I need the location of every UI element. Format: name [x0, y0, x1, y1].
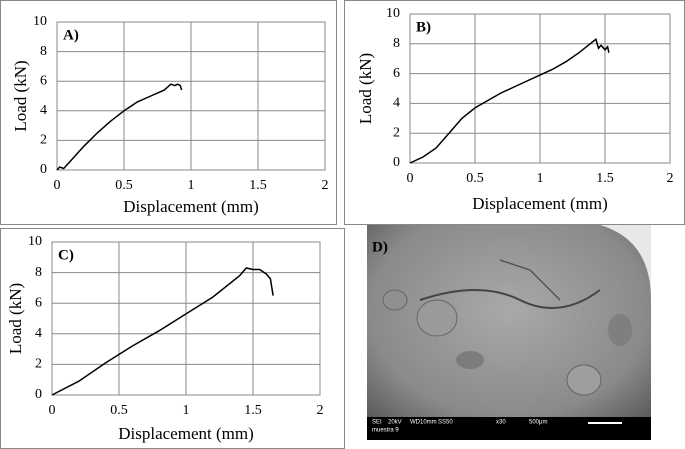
data-line [56, 83, 183, 171]
y-tick-label: 4 [393, 96, 400, 111]
x-tick-label: 1.5 [244, 403, 262, 418]
y-tick-label: 0 [393, 155, 400, 170]
sem-image [367, 225, 651, 440]
x-tick-label: 0.5 [110, 403, 128, 418]
y-axis-label: Load (kN) [11, 60, 30, 131]
x-tick-label: 0 [407, 171, 414, 186]
data-line [409, 38, 610, 164]
image-caption: SEI [372, 420, 382, 426]
image-caption: WD10mm [410, 420, 437, 426]
x-tick-label: 0 [54, 178, 61, 193]
y-tick-label: 6 [35, 295, 42, 310]
x-axis-label: Displacement (mm) [472, 194, 608, 213]
y-axis-label: Load (kN) [356, 53, 375, 124]
x-tick-label: 1.5 [249, 178, 267, 193]
y-tick-label: 0 [35, 387, 42, 402]
x-axis-label: Displacement (mm) [118, 424, 254, 443]
y-axis-label: Load (kN) [6, 283, 25, 354]
x-tick-label: 2 [322, 178, 329, 193]
panel-label: B) [416, 19, 431, 35]
y-tick-label: 10 [386, 6, 400, 21]
y-tick-label: 10 [33, 14, 47, 29]
y-tick-label: 8 [35, 265, 42, 280]
y-tick-label: 6 [393, 66, 400, 81]
image-caption: x30 [496, 420, 506, 426]
x-tick-label: 0.5 [115, 178, 133, 193]
y-tick-label: 6 [40, 73, 47, 88]
x-tick-label: 1 [183, 403, 190, 418]
y-tick-label: 2 [40, 133, 47, 148]
panel-label: A) [63, 27, 79, 43]
y-tick-label: 8 [40, 44, 47, 59]
panel-border [0, 0, 337, 225]
image-caption: SS50 [438, 420, 453, 426]
y-tick-label: 4 [40, 103, 47, 118]
x-tick-label: 0.5 [466, 171, 484, 186]
y-tick-label: 2 [35, 357, 42, 372]
y-tick-label: 10 [28, 234, 42, 249]
x-axis-label: Displacement (mm) [123, 197, 259, 216]
image-caption: 500μm [529, 420, 547, 426]
x-tick-label: 2 [667, 171, 674, 186]
data-line [51, 267, 274, 396]
y-tick-label: 8 [393, 36, 400, 51]
y-tick-label: 0 [40, 162, 47, 177]
x-tick-label: 0 [49, 403, 56, 418]
panel-border [344, 0, 685, 225]
panel-label: C) [58, 247, 74, 263]
image-caption: 20kV [388, 420, 402, 426]
x-tick-label: 2 [317, 403, 324, 418]
y-tick-label: 2 [393, 125, 400, 140]
panel-label: D) [372, 239, 388, 255]
x-tick-label: 1.5 [596, 171, 614, 186]
y-tick-label: 4 [35, 326, 42, 341]
x-tick-label: 1 [188, 178, 195, 193]
image-caption: muestra 9 [372, 428, 399, 434]
x-tick-label: 1 [537, 171, 544, 186]
